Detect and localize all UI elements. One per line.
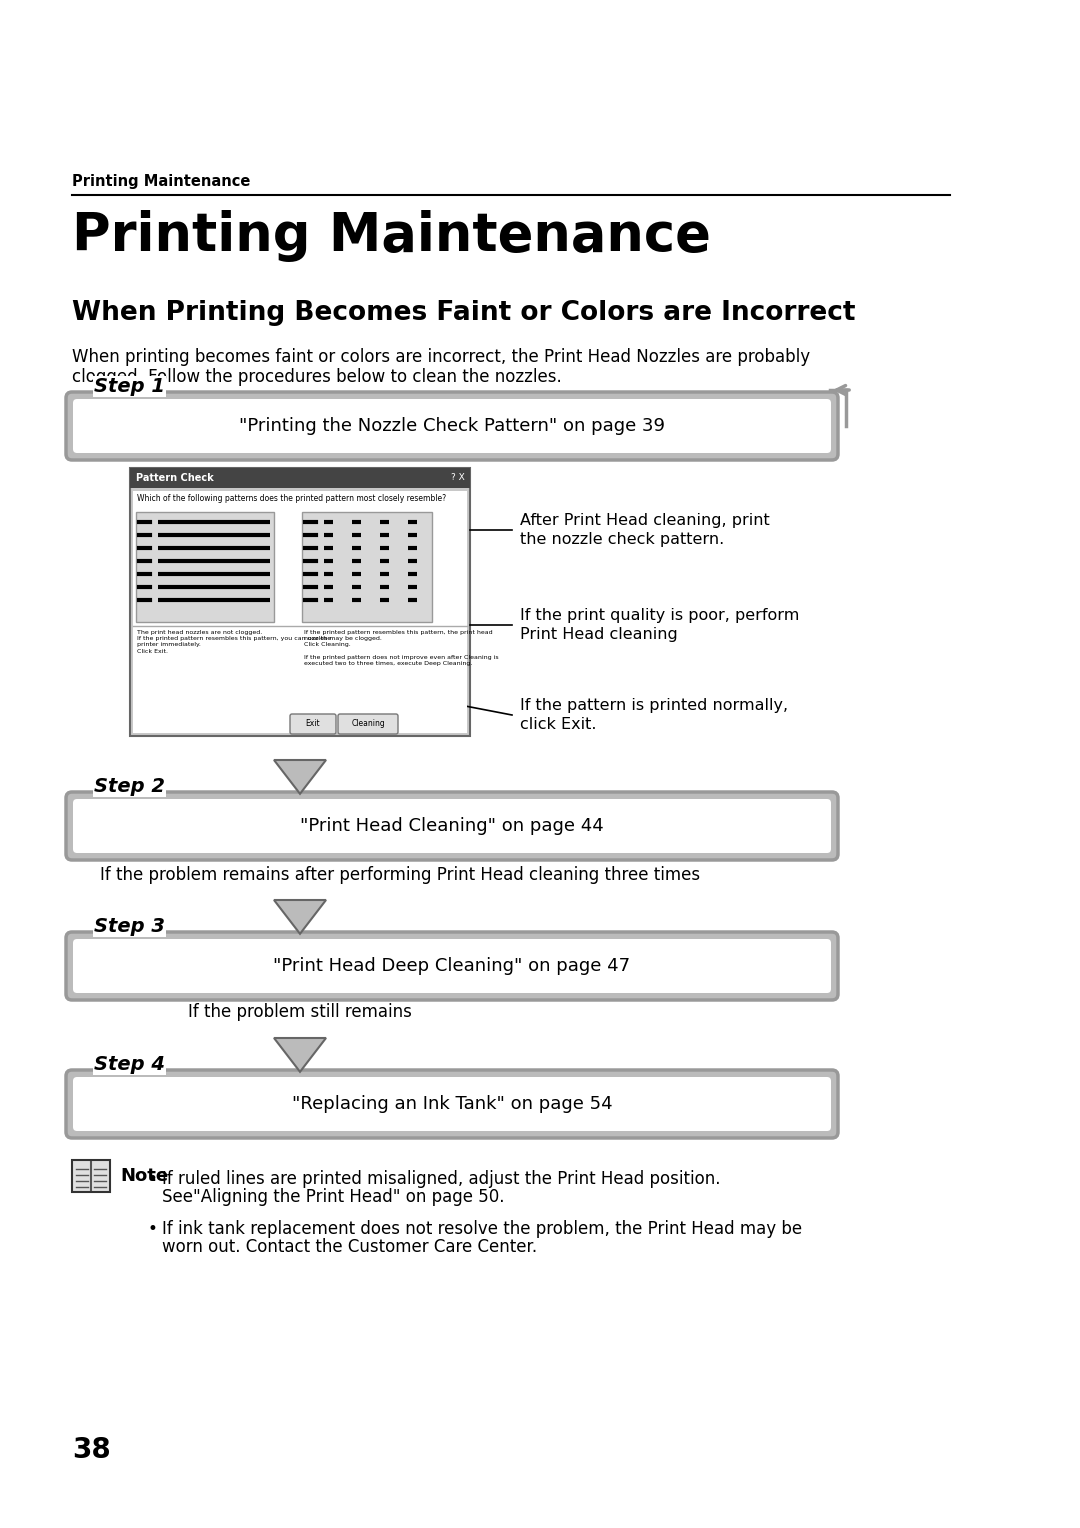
- Text: If ruled lines are printed misaligned, adjust the Print Head position.: If ruled lines are printed misaligned, a…: [162, 1170, 720, 1187]
- FancyBboxPatch shape: [73, 1077, 831, 1131]
- Bar: [133, 490, 467, 733]
- Text: If the printed pattern resembles this pattern, the print head
nozzles may be clo: If the printed pattern resembles this pa…: [303, 630, 499, 666]
- Text: ? X: ? X: [451, 474, 465, 483]
- FancyBboxPatch shape: [338, 714, 399, 733]
- Text: The print head nozzles are not clogged.
If the printed pattern resembles this pa: The print head nozzles are not clogged. …: [137, 630, 332, 654]
- Text: Exit: Exit: [306, 720, 321, 729]
- Text: See"Aligning the Print Head" on page 50.: See"Aligning the Print Head" on page 50.: [162, 1187, 504, 1206]
- FancyBboxPatch shape: [66, 932, 838, 999]
- FancyBboxPatch shape: [73, 940, 831, 993]
- FancyBboxPatch shape: [291, 714, 336, 733]
- Text: After Print Head cleaning, print
the nozzle check pattern.: After Print Head cleaning, print the noz…: [519, 512, 770, 547]
- Text: Step 4: Step 4: [94, 1054, 165, 1074]
- Text: 38: 38: [72, 1436, 111, 1464]
- Text: "Print Head Deep Cleaning" on page 47: "Print Head Deep Cleaning" on page 47: [273, 957, 631, 975]
- FancyBboxPatch shape: [66, 393, 838, 460]
- Text: "Printing the Nozzle Check Pattern" on page 39: "Printing the Nozzle Check Pattern" on p…: [239, 417, 665, 435]
- Polygon shape: [274, 1038, 326, 1071]
- Text: When Printing Becomes Faint or Colors are Incorrect: When Printing Becomes Faint or Colors ar…: [72, 299, 855, 325]
- Bar: [72, 1160, 110, 1192]
- Text: If the problem remains after performing Print Head cleaning three times: If the problem remains after performing …: [100, 866, 700, 885]
- Text: clogged. Follow the procedures below to clean the nozzles.: clogged. Follow the procedures below to …: [72, 368, 562, 387]
- Text: Step 1: Step 1: [94, 377, 165, 396]
- Text: When printing becomes faint or colors are incorrect, the Print Head Nozzles are : When printing becomes faint or colors ar…: [72, 348, 810, 367]
- Text: Which of the following patterns does the printed pattern most closely resemble?: Which of the following patterns does the…: [137, 494, 446, 503]
- Bar: [130, 468, 470, 487]
- Text: •: •: [148, 1219, 158, 1238]
- FancyBboxPatch shape: [73, 799, 831, 853]
- Text: Step 3: Step 3: [94, 917, 165, 937]
- Text: Cleaning: Cleaning: [351, 720, 384, 729]
- FancyBboxPatch shape: [66, 1070, 838, 1138]
- Text: Printing Maintenance: Printing Maintenance: [72, 174, 251, 189]
- Text: Printing Maintenance: Printing Maintenance: [72, 209, 711, 261]
- Polygon shape: [274, 759, 326, 795]
- Text: Pattern Check: Pattern Check: [136, 474, 214, 483]
- Bar: [302, 512, 432, 622]
- Polygon shape: [274, 900, 326, 934]
- Text: worn out. Contact the Customer Care Center.: worn out. Contact the Customer Care Cent…: [162, 1238, 537, 1256]
- Text: Note: Note: [120, 1167, 168, 1186]
- Text: If the problem still remains: If the problem still remains: [188, 1002, 411, 1021]
- FancyBboxPatch shape: [66, 792, 838, 860]
- Text: "Print Head Cleaning" on page 44: "Print Head Cleaning" on page 44: [300, 817, 604, 834]
- FancyBboxPatch shape: [73, 399, 831, 452]
- Bar: [130, 468, 470, 736]
- Bar: [136, 512, 274, 622]
- Text: If ink tank replacement does not resolve the problem, the Print Head may be: If ink tank replacement does not resolve…: [162, 1219, 802, 1238]
- Text: Step 2: Step 2: [94, 778, 165, 796]
- Text: "Replacing an Ink Tank" on page 54: "Replacing an Ink Tank" on page 54: [292, 1096, 612, 1112]
- Text: If the print quality is poor, perform
Print Head cleaning: If the print quality is poor, perform Pr…: [519, 608, 799, 642]
- Text: If the pattern is printed normally,
click Exit.: If the pattern is printed normally, clic…: [519, 698, 788, 732]
- Text: •: •: [148, 1170, 158, 1187]
